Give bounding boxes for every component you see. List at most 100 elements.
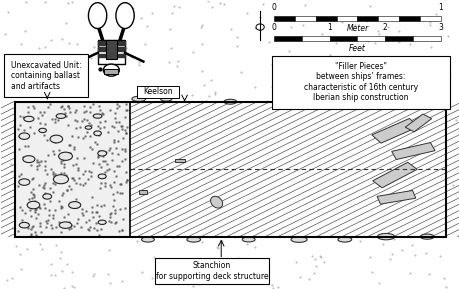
Point: [95, 104, 103, 109]
Point: [70, 162, 77, 167]
Point: [78, 207, 85, 212]
Point: [67, 143, 74, 148]
Bar: [301, 36, 329, 41]
Point: [19, 181, 27, 186]
Point: [89, 146, 96, 151]
Point: [113, 164, 120, 168]
Point: [41, 163, 49, 168]
Point: [118, 126, 126, 131]
Bar: [385, 36, 412, 41]
Point: [51, 119, 58, 124]
Point: [115, 228, 123, 233]
Point: [93, 142, 101, 146]
Point: [95, 214, 102, 218]
Point: [51, 140, 59, 144]
Point: [85, 169, 93, 173]
Point: [26, 208, 34, 213]
Point: [73, 118, 80, 123]
Point: [62, 114, 69, 118]
Point: [27, 189, 34, 194]
Point: [86, 134, 94, 138]
Point: [58, 158, 65, 163]
Point: [22, 144, 29, 149]
Point: [79, 183, 87, 188]
Point: [122, 108, 129, 112]
Point: [74, 217, 82, 222]
Point: [67, 223, 75, 227]
Point: [55, 148, 62, 152]
Point: [50, 174, 58, 179]
Point: [118, 159, 126, 163]
Point: [84, 177, 91, 181]
Point: [72, 108, 79, 113]
Bar: [273, 36, 301, 41]
Point: [74, 166, 82, 171]
Point: [70, 147, 78, 151]
Point: [87, 122, 94, 127]
Point: [65, 184, 72, 188]
Point: [118, 190, 126, 195]
Point: [81, 169, 88, 174]
Point: [112, 173, 119, 178]
Point: [108, 158, 116, 163]
Point: [101, 149, 109, 154]
Point: [67, 151, 74, 156]
Ellipse shape: [420, 234, 433, 239]
Point: [29, 224, 37, 229]
Point: [24, 109, 31, 114]
Point: [86, 225, 94, 229]
Bar: [104, 69, 118, 74]
Point: [62, 111, 69, 116]
Point: [123, 131, 130, 135]
Point: [89, 161, 96, 166]
Point: [55, 179, 62, 184]
Point: [90, 226, 97, 231]
Ellipse shape: [98, 151, 106, 156]
Bar: [139, 190, 147, 194]
Point: [28, 195, 35, 200]
Point: [40, 185, 48, 190]
Point: [68, 133, 75, 138]
Point: [60, 164, 67, 169]
Point: [121, 149, 128, 153]
Point: [112, 190, 120, 195]
Ellipse shape: [337, 237, 351, 242]
Point: [85, 120, 93, 125]
Bar: [391, 142, 434, 160]
Point: [106, 212, 113, 217]
Ellipse shape: [59, 222, 72, 228]
Point: [109, 191, 116, 196]
Point: [43, 172, 50, 177]
Point: [103, 167, 111, 172]
Point: [85, 227, 92, 232]
Point: [34, 212, 42, 216]
Text: Stanchion
for supporting deck structure: Stanchion for supporting deck structure: [156, 261, 268, 281]
Ellipse shape: [430, 102, 441, 107]
Point: [62, 153, 69, 157]
Ellipse shape: [210, 196, 222, 208]
Point: [72, 205, 79, 209]
Point: [110, 169, 118, 173]
Point: [111, 110, 118, 115]
Point: [101, 184, 108, 188]
Point: [15, 127, 22, 132]
Point: [117, 182, 124, 186]
Point: [123, 179, 130, 184]
Point: [122, 102, 129, 107]
Ellipse shape: [98, 174, 106, 179]
Point: [78, 225, 85, 230]
Point: [49, 149, 56, 153]
Point: [83, 130, 90, 134]
Point: [118, 147, 125, 151]
Point: [117, 124, 124, 128]
Point: [42, 122, 49, 126]
Bar: [372, 162, 416, 188]
Point: [98, 110, 106, 115]
Point: [51, 117, 59, 122]
Point: [71, 144, 78, 149]
Point: [107, 211, 114, 216]
Point: [17, 171, 24, 176]
Point: [64, 104, 71, 108]
Point: [28, 177, 35, 182]
Point: [64, 122, 71, 127]
